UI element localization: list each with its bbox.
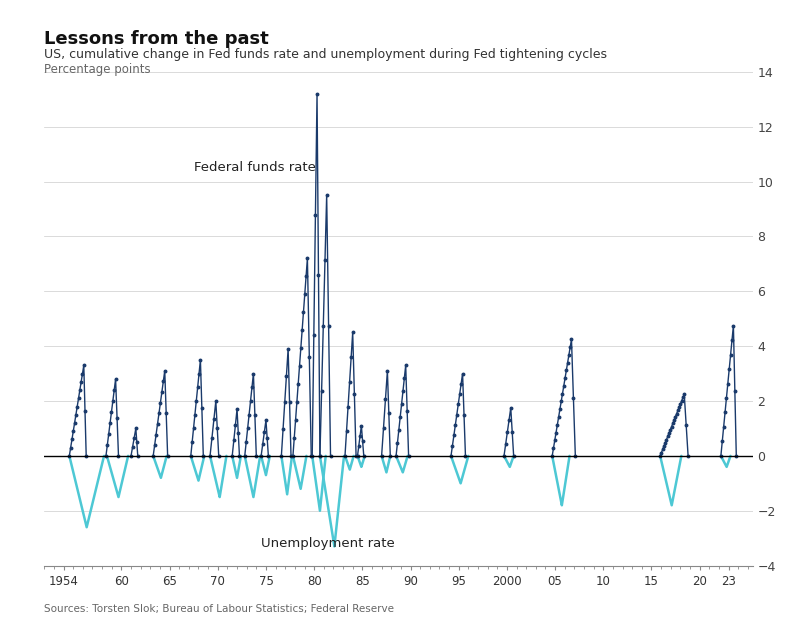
Text: Federal funds rate: Federal funds rate	[194, 161, 316, 174]
Text: Unemployment rate: Unemployment rate	[261, 537, 395, 550]
Text: Sources: Torsten Slok; Bureau of Labour Statistics; Federal Reserve: Sources: Torsten Slok; Bureau of Labour …	[44, 604, 394, 614]
Text: US, cumulative change in Fed funds rate and unemployment during Fed tightening c: US, cumulative change in Fed funds rate …	[44, 48, 607, 61]
Text: Percentage points: Percentage points	[44, 62, 151, 76]
Text: Lessons from the past: Lessons from the past	[44, 30, 269, 48]
